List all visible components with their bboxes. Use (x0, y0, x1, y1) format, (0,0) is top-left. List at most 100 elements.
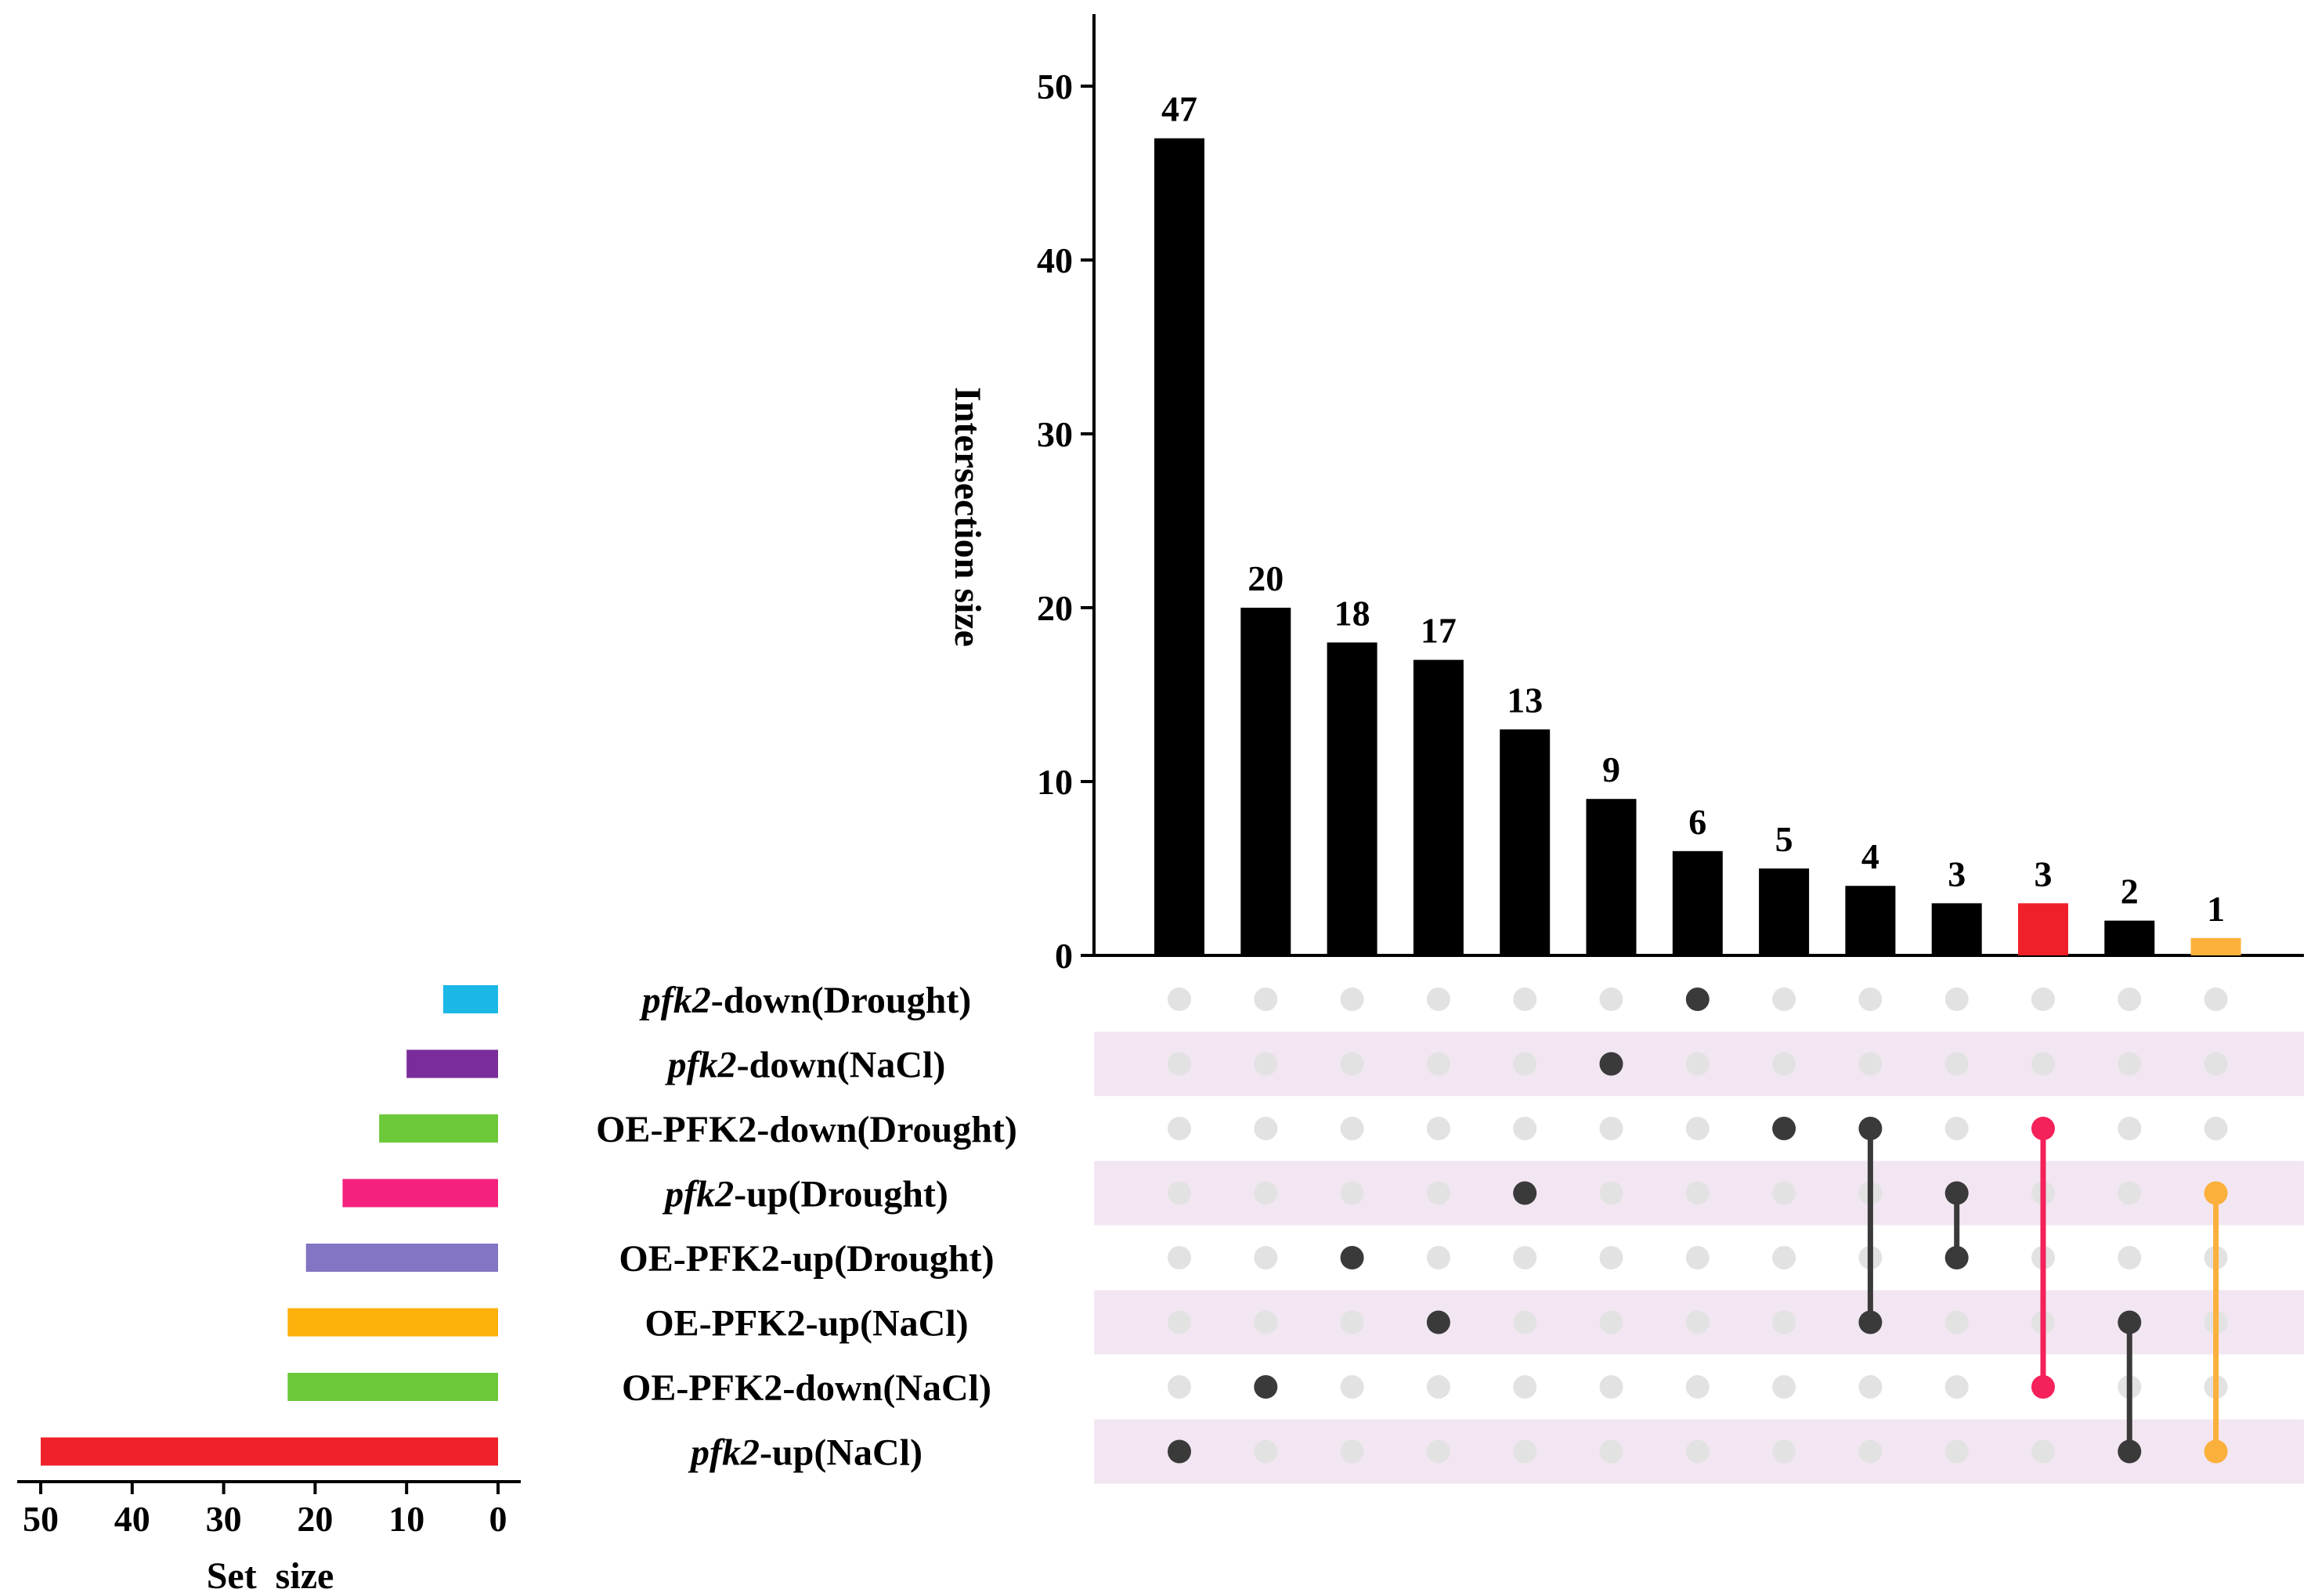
matrix-dot-inactive (1340, 1439, 1364, 1464)
intersection-bar-label: 47 (1161, 89, 1197, 129)
set-label-gene: pfk2 (639, 980, 711, 1021)
set-label-condition: OE-PFK2-up(Drought) (619, 1238, 994, 1280)
intersection-bar (1413, 659, 1464, 955)
intersection-bar-label: 3 (2035, 854, 2053, 894)
matrix-dot-active (1254, 1375, 1278, 1399)
intersection-bar (2190, 937, 2241, 955)
matrix-dot-inactive (1340, 1117, 1364, 1140)
matrix-dot-inactive (1599, 1246, 1623, 1269)
intersection-bar-label: 9 (1602, 749, 1620, 789)
matrix-dot-active (2031, 1375, 2055, 1399)
set-label-condition: -down(NaCl) (737, 1045, 946, 1086)
intersection-bar (1240, 608, 1291, 955)
matrix-dot-inactive (1772, 1181, 1796, 1205)
matrix-dot-inactive (1685, 1181, 1710, 1205)
matrix-dot-inactive (1426, 1052, 1450, 1076)
matrix-dot-inactive (1340, 988, 1364, 1011)
intersection-bar-label: 5 (1775, 819, 1793, 859)
matrix-dot-active (1944, 1181, 1969, 1205)
set-label-condition: OE-PFK2-up(NaCl) (644, 1303, 968, 1345)
set-label: pfk2-up(NaCl) (688, 1432, 923, 1474)
set-size-tick-label: 0 (489, 1499, 507, 1539)
matrix-dot-inactive (1685, 1052, 1710, 1076)
matrix-dot-inactive (1944, 1117, 1969, 1140)
y-tick-label: 20 (1037, 588, 1073, 628)
set-size-bar (287, 1308, 498, 1337)
matrix-dot-inactive (1254, 1246, 1278, 1269)
matrix-dot-inactive (1426, 1246, 1450, 1269)
set-label-gene: pfk2 (662, 1174, 734, 1215)
intersection-bar-label: 4 (1861, 836, 1879, 876)
intersection-bar (1672, 850, 1723, 955)
matrix-dot-inactive (2204, 1052, 2228, 1076)
matrix-dot-inactive (1254, 1439, 1278, 1464)
intersection-bar (1500, 729, 1551, 955)
matrix-dot-active (2118, 1439, 2142, 1464)
matrix-dot-active (1772, 1117, 1796, 1140)
matrix-dot-inactive (1772, 1052, 1796, 1076)
matrix-dot-inactive (2031, 1052, 2055, 1076)
matrix-dot-active (1426, 1310, 1450, 1334)
y-tick-label: 0 (1055, 936, 1073, 976)
intersection-bar (1327, 642, 1377, 955)
matrix-dot-inactive (1340, 1310, 1364, 1334)
matrix-dot-inactive (1426, 1181, 1450, 1205)
set-size-bar (342, 1179, 498, 1208)
matrix-dot-inactive (1168, 1246, 1191, 1269)
set-label-condition: -down(Drought) (711, 980, 971, 1021)
matrix-dot-inactive (1168, 1117, 1191, 1140)
intersection-bar-label: 13 (1507, 680, 1543, 720)
set-labels: pfk2-down(Drought)pfk2-down(NaCl)OE-PFK2… (596, 980, 1017, 1474)
matrix-dot-inactive (1685, 1439, 1710, 1464)
matrix-dot-inactive (1944, 1439, 1969, 1464)
set-label: pfk2-down(Drought) (639, 980, 971, 1021)
matrix-dot-inactive (1858, 1052, 1883, 1076)
set-size-bars: Set size (17, 985, 521, 1596)
set-label: OE-PFK2-up(Drought) (619, 1238, 994, 1280)
set-label-condition: OE-PFK2-down(Drought) (596, 1109, 1017, 1150)
matrix-dot-active (1513, 1181, 1537, 1205)
intersection-bars: 47 20 18 17 13 9 6 5 4 3 3 2 1 (1154, 89, 2241, 956)
matrix-dot-active (1858, 1117, 1883, 1140)
set-size-bar (41, 1437, 498, 1466)
intersection-bar (1759, 868, 1810, 955)
matrix-dot-inactive (1426, 988, 1450, 1011)
matrix-dot-inactive (1858, 1375, 1883, 1399)
matrix-dot-inactive (1772, 1310, 1796, 1334)
matrix-dot-inactive (1513, 1439, 1537, 1464)
matrix-dot-inactive (2118, 1181, 2142, 1205)
matrix-dot-inactive (2118, 1052, 2142, 1076)
matrix-dot-inactive (1772, 1375, 1796, 1399)
set-label-condition: OE-PFK2-down(NaCl) (622, 1367, 991, 1409)
set-label: OE-PFK2-up(NaCl) (644, 1303, 968, 1345)
set-size-tick-label: 10 (388, 1499, 424, 1539)
set-size-bar (406, 1049, 498, 1078)
matrix-dot-inactive (1254, 1052, 1278, 1076)
set-size-tick-label: 20 (297, 1499, 333, 1539)
set-label-gene: pfk2 (688, 1432, 760, 1474)
matrix-dot-active (1168, 1439, 1191, 1464)
matrix-dot-inactive (2204, 988, 2228, 1011)
matrix-dot-inactive (1599, 1375, 1623, 1399)
set-label: OE-PFK2-down(NaCl) (622, 1367, 991, 1409)
matrix-dot-inactive (2118, 1117, 2142, 1140)
intersection-bar-label: 2 (2121, 872, 2139, 912)
matrix-dot-inactive (1772, 988, 1796, 1011)
matrix-dot-inactive (1685, 1246, 1710, 1269)
matrix-dot-inactive (1599, 1181, 1623, 1205)
matrix-dot-active (1599, 1052, 1623, 1076)
y-tick-label: 40 (1037, 240, 1073, 280)
intersection-bar (1586, 799, 1637, 955)
matrix-dot-inactive (1944, 988, 1969, 1011)
set-label-gene: pfk2 (665, 1045, 737, 1086)
matrix-dot-inactive (1513, 1117, 1537, 1140)
matrix-dot-inactive (1168, 1052, 1191, 1076)
matrix-dot-inactive (1858, 1439, 1883, 1464)
matrix-dot-active (1340, 1246, 1364, 1269)
matrix-dot-inactive (1426, 1117, 1450, 1140)
matrix-dot-inactive (1513, 1246, 1537, 1269)
matrix-dot-inactive (1254, 1310, 1278, 1334)
set-size-ticks: 50 40 30 20 10 0 (23, 1482, 507, 1539)
matrix-dot-inactive (1513, 1375, 1537, 1399)
